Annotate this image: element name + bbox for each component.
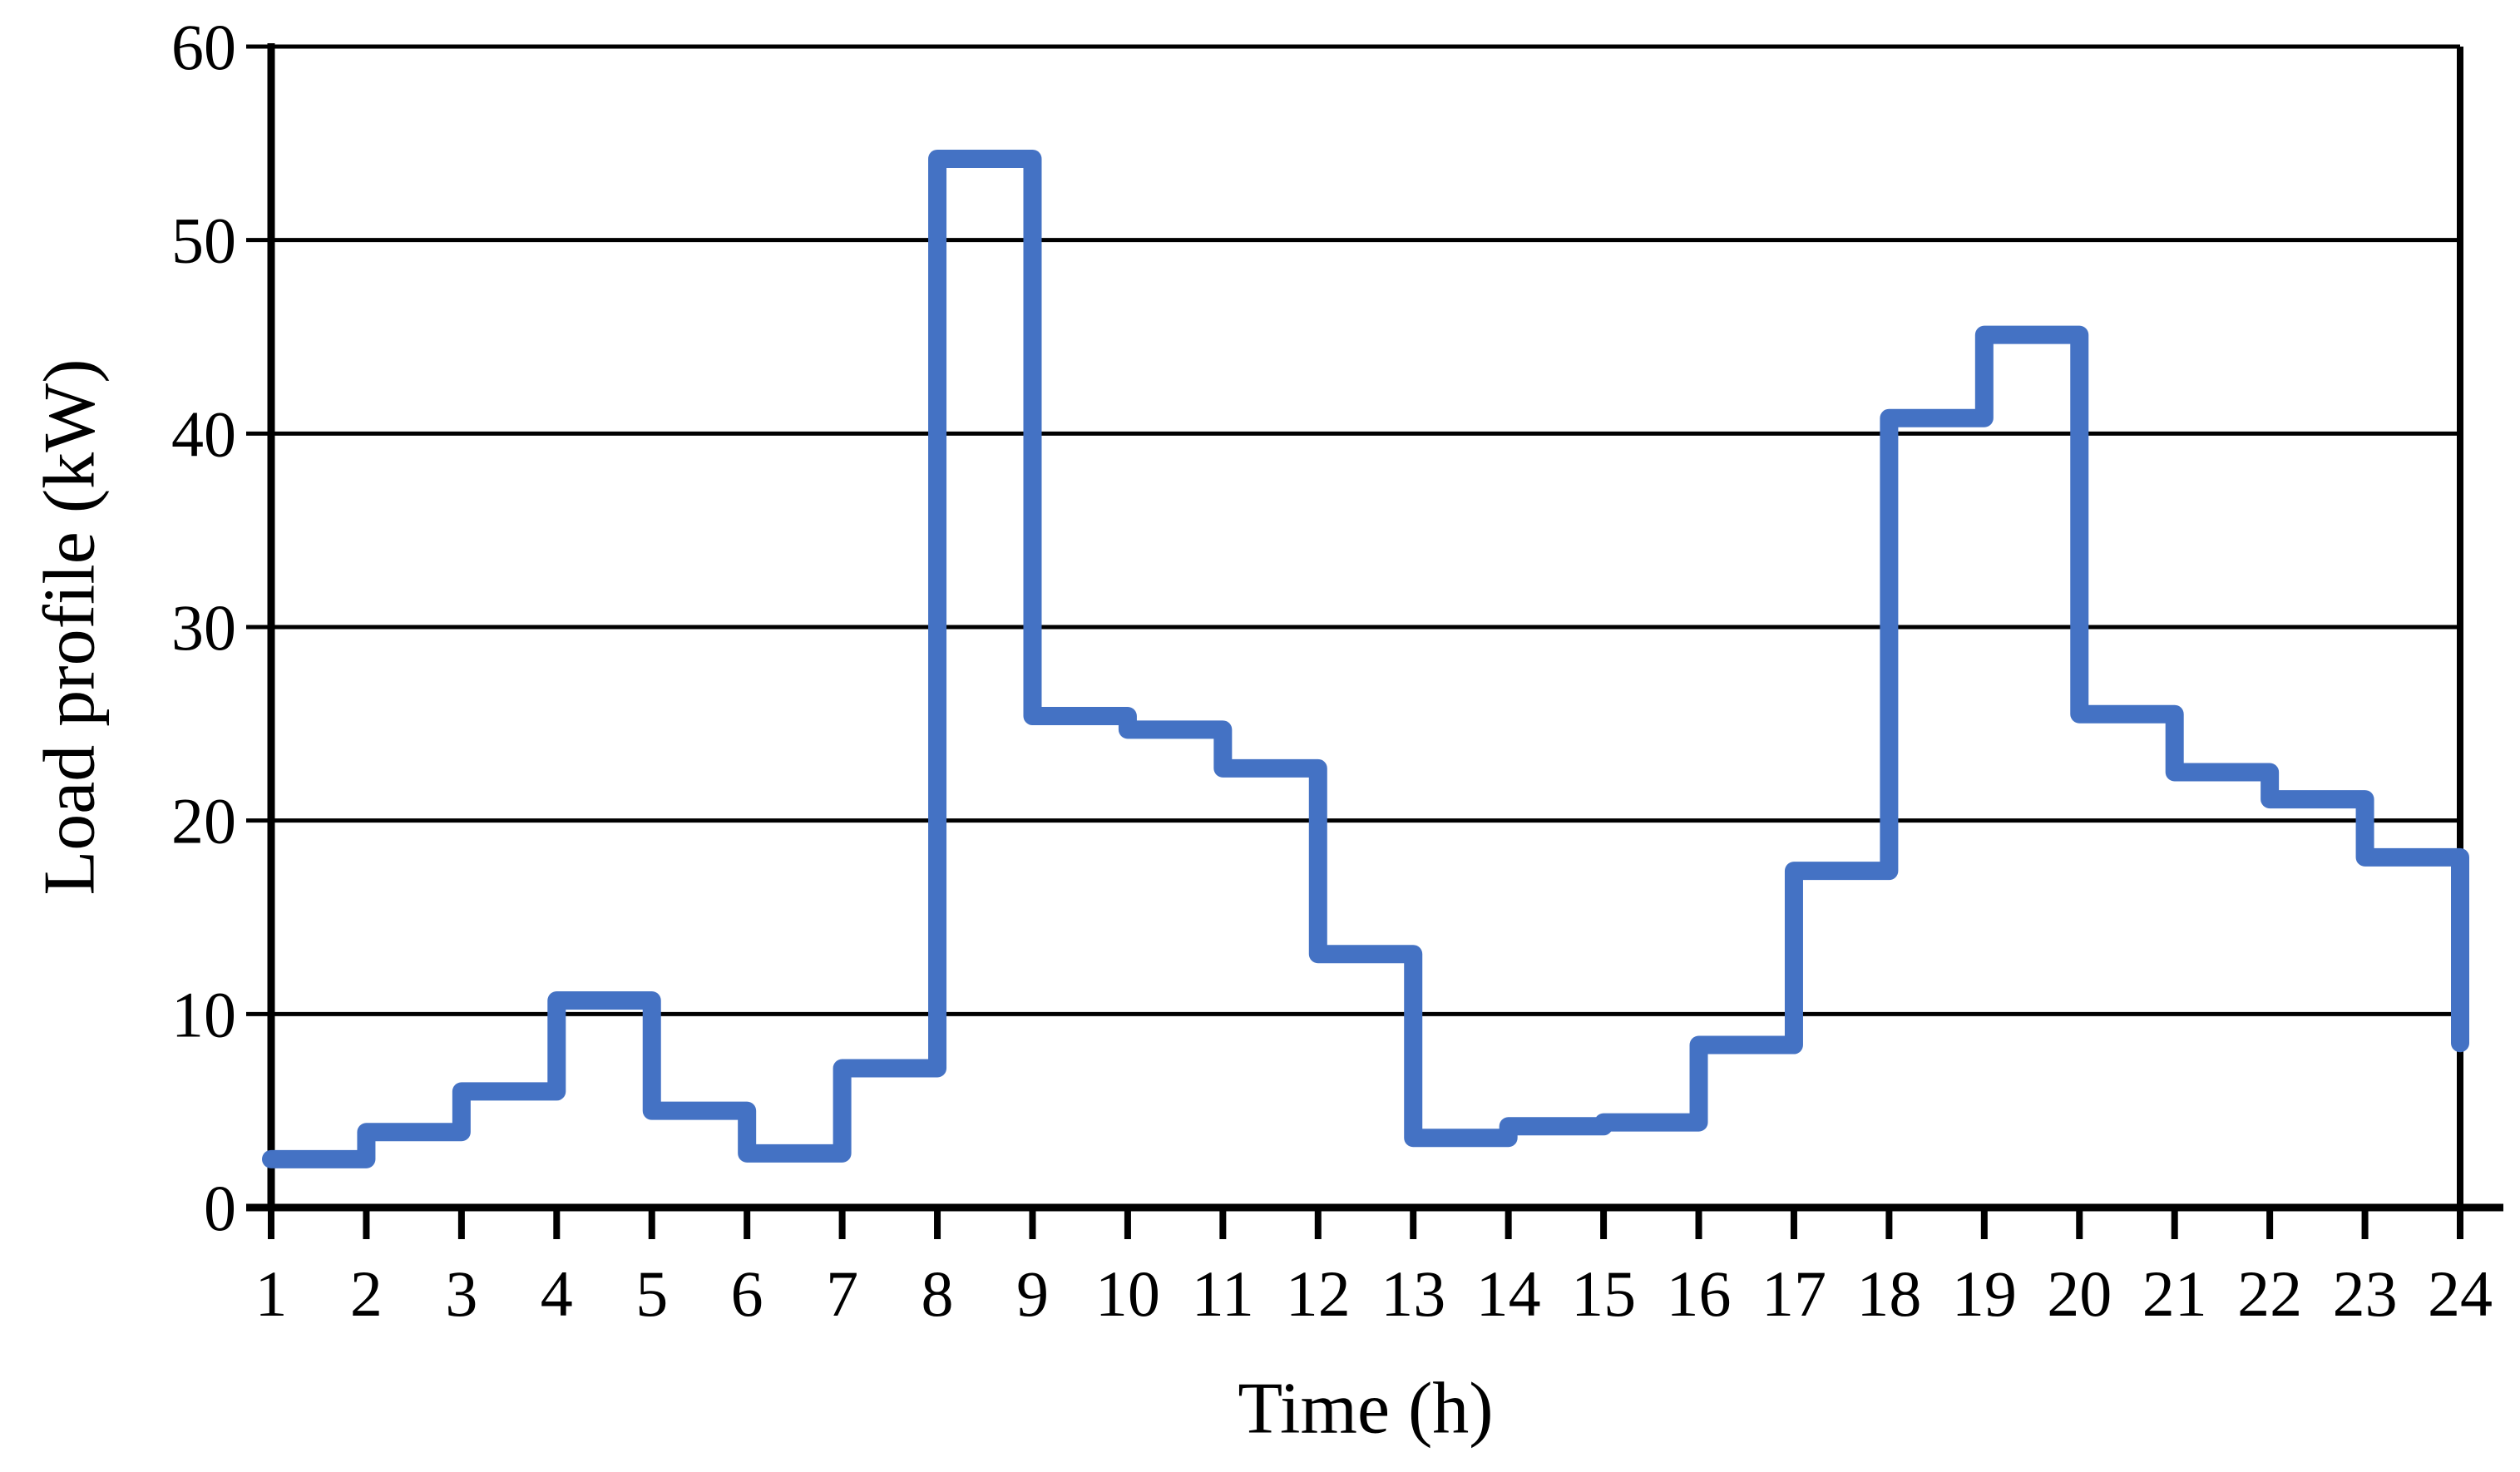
x-tick-label: 13 [1381, 1257, 1445, 1330]
x-tick-label: 7 [826, 1257, 858, 1330]
x-tick-label: 6 [731, 1257, 763, 1330]
y-tick-label: 40 [171, 398, 236, 470]
y-tick-label: 0 [204, 1172, 236, 1244]
x-tick-label: 8 [922, 1257, 954, 1330]
x-tick-label: 14 [1476, 1257, 1541, 1330]
x-tick-label: 4 [541, 1257, 573, 1330]
y-tick-label: 60 [171, 11, 236, 83]
x-tick-label: 2 [350, 1257, 383, 1330]
x-tick-label: 3 [445, 1257, 477, 1330]
x-tick-label: 19 [1952, 1257, 2017, 1330]
y-tick-label: 50 [171, 205, 236, 277]
y-tick-label: 20 [171, 785, 236, 857]
x-tick-label: 5 [635, 1257, 668, 1330]
x-tick-label: 9 [1016, 1257, 1049, 1330]
x-tick-label: 23 [2333, 1257, 2398, 1330]
x-tick-label: 11 [1192, 1257, 1254, 1330]
y-tick-label: 30 [171, 591, 236, 664]
x-tick-label: 18 [1856, 1257, 1921, 1330]
x-tick-label: 15 [1571, 1257, 1636, 1330]
x-tick-label: 22 [2237, 1257, 2302, 1330]
x-tick-label: 12 [1286, 1257, 1351, 1330]
x-tick-label: 17 [1762, 1257, 1826, 1330]
x-tick-label: 21 [2142, 1257, 2207, 1330]
x-tick-label: 10 [1095, 1257, 1160, 1330]
x-axis-title: Time (h) [1238, 1368, 1494, 1450]
x-tick-label: 24 [2428, 1257, 2493, 1330]
load-profile-line [262, 149, 2469, 1168]
x-tick-label: 1 [255, 1257, 288, 1330]
x-tick-label: 16 [1667, 1257, 1732, 1330]
x-tick-label: 20 [2047, 1257, 2112, 1330]
y-tick-label: 10 [171, 978, 236, 1050]
